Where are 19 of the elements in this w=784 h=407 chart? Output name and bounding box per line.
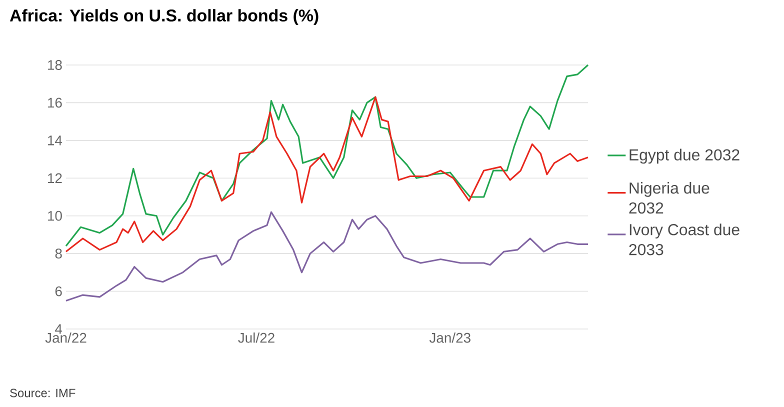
source-note: Source: IMF <box>10 388 76 398</box>
line-series <box>65 211 589 302</box>
y-tick-label: 18 <box>48 60 62 70</box>
line-series <box>65 96 589 252</box>
x-tick-label: Jul/22 <box>238 332 274 343</box>
line-series <box>65 64 589 247</box>
legend-label: Egypt due 2032 <box>630 148 740 164</box>
legend-label: Ivory Coast due 2033 <box>629 224 740 256</box>
x-tick-label: Jan/22 <box>45 332 86 343</box>
legend-label: Nigeria due 2032 <box>629 182 710 214</box>
x-tick-label: Jan/23 <box>429 332 470 343</box>
y-tick-label: 12 <box>48 173 62 184</box>
chart-title: Africa: Yields on U.S. dollar bonds (%) <box>10 9 318 25</box>
y-tick-label: 8 <box>55 248 62 259</box>
y-tick-label: 14 <box>48 136 62 146</box>
y-tick-label: 16 <box>48 98 62 108</box>
y-tick-label: 4 <box>55 324 62 334</box>
y-tick-label: 6 <box>55 286 62 296</box>
y-tick-label: 10 <box>48 210 62 221</box>
